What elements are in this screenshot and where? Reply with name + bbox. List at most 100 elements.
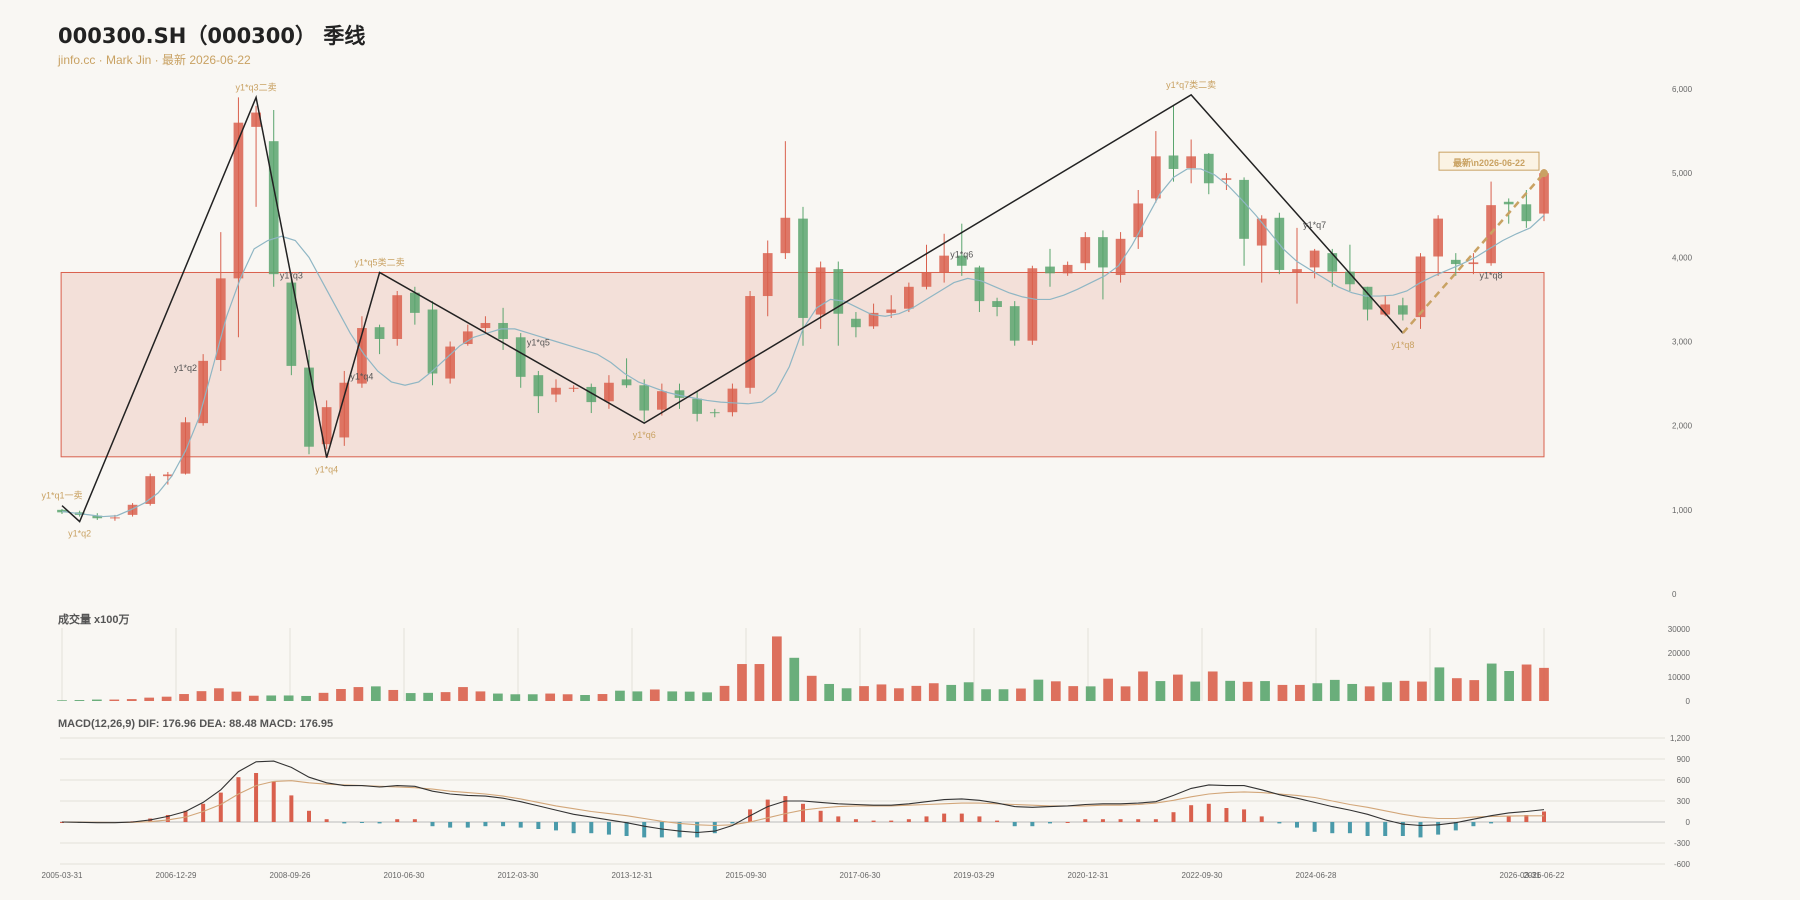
volume-bar bbox=[266, 695, 277, 701]
candle-up bbox=[939, 255, 949, 273]
macd-hist-negative bbox=[571, 822, 576, 834]
volume-bar bbox=[1016, 688, 1026, 701]
macd-hist-positive bbox=[324, 819, 329, 822]
candle-down bbox=[674, 390, 685, 398]
volume-bar bbox=[667, 691, 678, 701]
volume-bar bbox=[632, 691, 643, 701]
candle-down bbox=[1239, 179, 1249, 239]
volume-bar bbox=[615, 690, 625, 701]
x-axis-date-label: 2005-03-31 bbox=[42, 871, 83, 880]
volume-bar bbox=[1486, 663, 1497, 701]
macd-hist-negative bbox=[1347, 822, 1352, 834]
macd-hist-negative bbox=[1048, 822, 1052, 824]
price-ytick-label: 0 bbox=[1672, 590, 1677, 599]
macd-hist-positive bbox=[254, 773, 259, 822]
volume-bar bbox=[92, 699, 102, 701]
volume-ytick-label: 30000 bbox=[1668, 625, 1691, 634]
candle-down bbox=[410, 292, 420, 313]
volume-bar bbox=[1155, 681, 1166, 701]
volume-bar bbox=[824, 683, 835, 701]
candle-up bbox=[1539, 173, 1549, 214]
volume-bar bbox=[1120, 686, 1131, 701]
macd-hist-positive bbox=[218, 792, 223, 822]
candle-up bbox=[163, 474, 173, 477]
volume-bar bbox=[1469, 680, 1480, 701]
candle-up bbox=[180, 422, 191, 474]
macd-hist-positive bbox=[1065, 822, 1070, 823]
sub-pivot-label: y1*q3 bbox=[280, 270, 303, 280]
x-axis-date-label: 2010-06-30 bbox=[384, 871, 425, 880]
macd-hist-positive bbox=[942, 813, 947, 822]
candle-up bbox=[198, 360, 208, 424]
candle-up bbox=[1186, 156, 1196, 169]
macd-hist-positive bbox=[1242, 809, 1247, 822]
macd-hist-positive bbox=[995, 820, 1000, 822]
candle-up bbox=[1256, 218, 1267, 246]
macd-hist-negative bbox=[483, 822, 488, 827]
macd-hist-positive bbox=[1171, 812, 1176, 822]
volume-bar bbox=[1417, 681, 1427, 701]
candle-up bbox=[1415, 256, 1426, 318]
volume-bar bbox=[388, 689, 399, 701]
macd-hist-negative bbox=[695, 822, 700, 838]
macd-hist-negative bbox=[342, 822, 347, 824]
volume-bar bbox=[493, 693, 503, 701]
volume-bar bbox=[1504, 671, 1514, 701]
x-axis-date-label: 2017-06-30 bbox=[840, 871, 881, 880]
macd-hist-positive bbox=[1224, 808, 1229, 822]
macd-ytick-label: -600 bbox=[1674, 860, 1691, 869]
dif-line bbox=[61, 760, 1545, 834]
macd-hist-negative bbox=[1277, 822, 1282, 824]
volume-bar bbox=[1399, 680, 1410, 701]
volume-bar bbox=[894, 688, 904, 701]
macd-hist-negative bbox=[712, 822, 717, 834]
pivot-label: y1*q7类二卖 bbox=[1166, 79, 1216, 90]
candle-up bbox=[762, 253, 773, 297]
macd-hist-negative bbox=[659, 822, 664, 838]
candle-down bbox=[427, 309, 438, 374]
candle-up bbox=[1380, 304, 1391, 315]
macd-hist-positive bbox=[977, 816, 982, 822]
macd-panel-label: MACD(12,26,9) DIF: 176.96 DEA: 88.48 MAC… bbox=[58, 718, 334, 730]
pivot-label: y1*q1一卖 bbox=[41, 491, 82, 501]
x-axis-date-label: 2024-06-28 bbox=[1296, 871, 1337, 880]
macd-hist-negative bbox=[1489, 822, 1494, 824]
x-axis-date-label: 2026-03-31 bbox=[1500, 871, 1541, 880]
volume-bar bbox=[458, 687, 468, 701]
macd-hist-positive bbox=[1189, 805, 1194, 822]
candle-up bbox=[727, 388, 738, 413]
macd-hist-positive bbox=[1118, 819, 1123, 822]
macd-hist-negative bbox=[677, 822, 682, 838]
candle-down bbox=[286, 282, 297, 366]
volume-bar bbox=[161, 696, 172, 701]
macd-hist-positive bbox=[1083, 819, 1088, 822]
candle-down bbox=[92, 515, 103, 519]
volume-bar bbox=[74, 700, 85, 701]
macd-hist-positive bbox=[765, 799, 770, 822]
sub-pivot-label: y1*q2 bbox=[174, 363, 197, 373]
macd-hist-positive bbox=[1206, 803, 1211, 822]
volume-bar bbox=[301, 695, 311, 701]
macd-hist-positive bbox=[818, 810, 823, 822]
macd-hist-negative bbox=[1312, 822, 1317, 832]
moving-average-line bbox=[61, 168, 1545, 518]
volume-bar bbox=[196, 691, 207, 701]
macd-hist-positive bbox=[183, 810, 188, 822]
volume-bar bbox=[876, 684, 887, 701]
macd-hist-positive bbox=[1542, 811, 1546, 822]
volume-bar bbox=[719, 685, 730, 701]
candle-down bbox=[586, 386, 597, 403]
volume-bar bbox=[928, 683, 939, 701]
candle-down bbox=[1098, 237, 1108, 268]
volume-bar bbox=[1138, 671, 1148, 701]
x-axis-date-label: 2019-03-29 bbox=[954, 871, 995, 880]
candle-up bbox=[480, 322, 491, 329]
candle-up bbox=[1062, 264, 1073, 274]
latest-point-marker bbox=[1540, 169, 1548, 178]
dea-line bbox=[61, 780, 1544, 827]
macd-hist-positive bbox=[871, 820, 876, 822]
volume-bar bbox=[1382, 682, 1392, 701]
macd-hist-negative bbox=[1418, 822, 1423, 838]
candle-down bbox=[1009, 306, 1020, 341]
